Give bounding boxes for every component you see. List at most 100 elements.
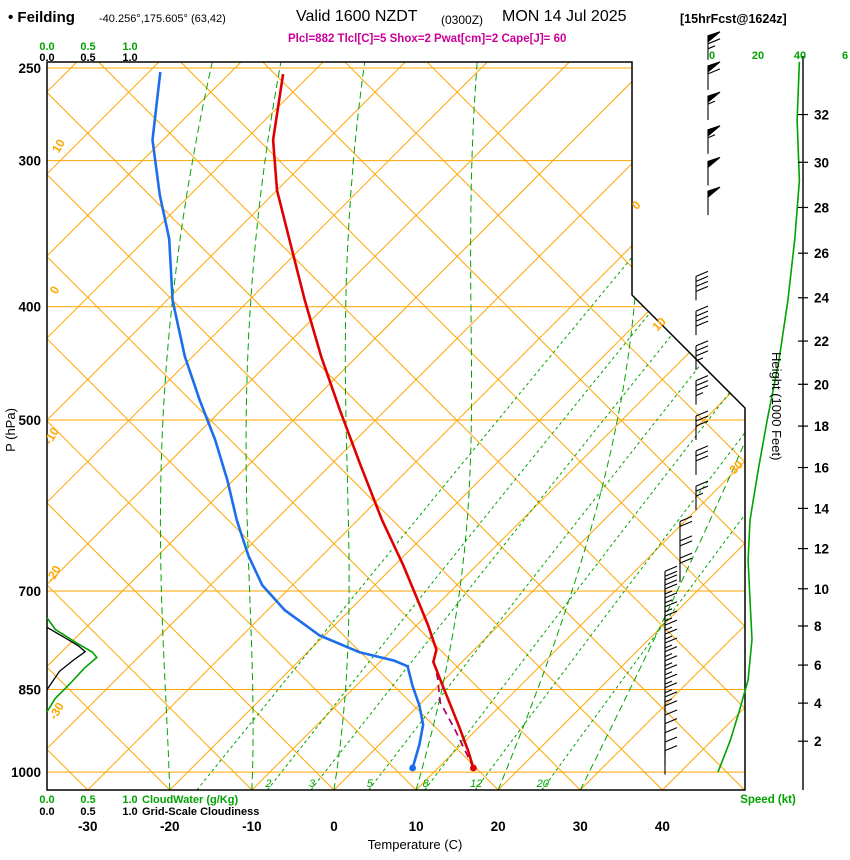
- plot-border: [46, 61, 746, 791]
- cloudiness-scale-bottom: 0.5: [80, 806, 95, 818]
- forecast-run-label: [15hrFcst@1624z]: [680, 12, 787, 26]
- pressure-axis-title: P (hPa): [3, 408, 18, 452]
- cloudwater-scale-top: 1.0: [122, 41, 137, 53]
- moist-adiabat-line: [415, 62, 478, 790]
- adiabat-edge-label: 0: [47, 283, 63, 296]
- pressure-tick-label: 700: [18, 584, 41, 599]
- height-tick-label: 12: [814, 542, 829, 557]
- valid-time-utc: (0300Z): [441, 13, 484, 27]
- grid: [47, 62, 745, 790]
- pressure-tick-label: 300: [18, 154, 41, 169]
- wind-barbs: [664, 31, 721, 775]
- cloudwater-scale-top: 0.5: [80, 41, 95, 53]
- dewpoint-curve: [151, 71, 425, 769]
- cloudiness-scale-top: 0.0: [39, 52, 54, 64]
- dry-adiabat-line: [98, 62, 745, 790]
- dry-adiabat-line: [47, 62, 335, 790]
- surface-dewpoint-dot: [409, 764, 417, 772]
- pressure-tick-label: 250: [18, 61, 41, 76]
- height-tick-label: 32: [814, 108, 829, 123]
- mixing-ratio-label: 5: [367, 778, 374, 790]
- cloudiness-scale-bottom: 0.0: [39, 806, 54, 818]
- mixing-ratio-line: [368, 79, 745, 790]
- height-tick-label: 10: [814, 582, 829, 597]
- height-tick-label: 24: [814, 291, 830, 306]
- temperature-tick-label: 40: [655, 819, 670, 834]
- height-tick-label: 2: [814, 734, 822, 749]
- moist-adiabat-line: [245, 62, 282, 790]
- sounding-parameters: Plcl=882 Tlcl[C]=5 Shox=2 Pwat[cm]=2 Cap…: [288, 33, 567, 45]
- isotherm-line: [47, 62, 570, 790]
- adiabat-edge-label: -30: [46, 700, 67, 722]
- station-name: • Feilding: [8, 9, 75, 26]
- adiabat-edge-label: 10: [49, 136, 68, 155]
- mixing-ratio-label: 20: [536, 778, 550, 790]
- isotherm-line: [251, 62, 745, 790]
- mixing-ratio-line: [196, 79, 745, 790]
- isotherm-line: [47, 62, 734, 790]
- isotherm-line: [47, 62, 652, 790]
- temperature-tick-label: 20: [491, 819, 506, 834]
- isotherm-edge-label: 10: [649, 314, 669, 334]
- isotherm-line: [333, 62, 745, 790]
- dry-adiabat-line: [47, 62, 663, 790]
- height-tick-label: 8: [814, 619, 822, 634]
- speed-tick-label: 0: [709, 50, 715, 62]
- adiabat-edge-label: -10: [41, 425, 62, 447]
- dry-adiabat-line: [262, 62, 745, 790]
- cloudwater-scale-bottom: 0.0: [39, 794, 54, 806]
- height-tick-label: 6: [814, 658, 822, 673]
- mixing-ratio-line: [541, 79, 745, 790]
- isotherm-line: [47, 62, 242, 790]
- moist-adiabat-line: [497, 62, 644, 790]
- mixing-ratio-line: [424, 79, 745, 790]
- speed-axis-title: Speed (kt): [740, 794, 796, 806]
- speed-tick-label: 6: [842, 50, 848, 62]
- speed-tick-label: 40: [794, 50, 806, 62]
- height-tick-label: 22: [814, 334, 829, 349]
- cloudiness-curve: [46, 626, 87, 690]
- height-tick-label: 20: [814, 377, 829, 392]
- cloudwater-caption: CloudWater (g/Kg): [142, 794, 238, 806]
- dry-adiabat-line: [47, 62, 253, 790]
- station-coordinates: -40.256°,175.605° (63,42): [99, 13, 226, 25]
- isotherm-line: [415, 62, 745, 790]
- mixing-ratio-label: 12: [470, 778, 482, 790]
- mixing-ratio-line: [474, 79, 745, 790]
- cloudwater-curve: [46, 617, 98, 713]
- dry-adiabat-line: [47, 62, 745, 790]
- pressure-tick-label: 500: [18, 413, 41, 428]
- temperature-tick-label: 30: [573, 819, 588, 834]
- parcel-curve: [432, 659, 475, 769]
- isotherm-line: [169, 62, 745, 790]
- cloudwater-scale-top: 0.0: [39, 41, 54, 53]
- pressure-tick-label: 1000: [11, 765, 41, 780]
- cloudiness-scale-bottom: 1.0: [122, 806, 137, 818]
- surface-temperature-dot: [469, 764, 477, 772]
- dry-adiabat-line: [426, 62, 745, 790]
- cloudiness-caption: Grid-Scale Cloudiness: [142, 806, 259, 818]
- isotherm-line: [579, 62, 745, 790]
- dry-adiabat-line: [47, 62, 499, 790]
- cloudwater-scale-bottom: 1.0: [122, 794, 137, 806]
- moist-adiabat-line: [333, 62, 366, 790]
- mixing-ratio-line: [310, 79, 745, 790]
- isotherm-line: [47, 62, 324, 790]
- height-tick-label: 28: [814, 200, 830, 215]
- temperature-tick-label: -10: [242, 819, 262, 834]
- height-tick-label: 16: [814, 461, 830, 476]
- valid-time: Valid 1600 NZDT: [296, 8, 418, 25]
- dry-adiabat-line: [344, 62, 745, 790]
- temperature-axis-title: Temperature (C): [368, 837, 463, 852]
- isotherm-edge-label: 0: [629, 198, 644, 213]
- cloudiness-scale-top: 1.0: [122, 52, 137, 64]
- temperature-curve: [271, 73, 475, 769]
- cloudwater-scale-bottom: 0.5: [80, 794, 95, 806]
- valid-date: MON 14 Jul 2025: [502, 8, 627, 25]
- isotherm-line: [47, 62, 406, 790]
- temperature-tick-label: 10: [409, 819, 424, 834]
- dry-adiabat-line: [47, 62, 581, 790]
